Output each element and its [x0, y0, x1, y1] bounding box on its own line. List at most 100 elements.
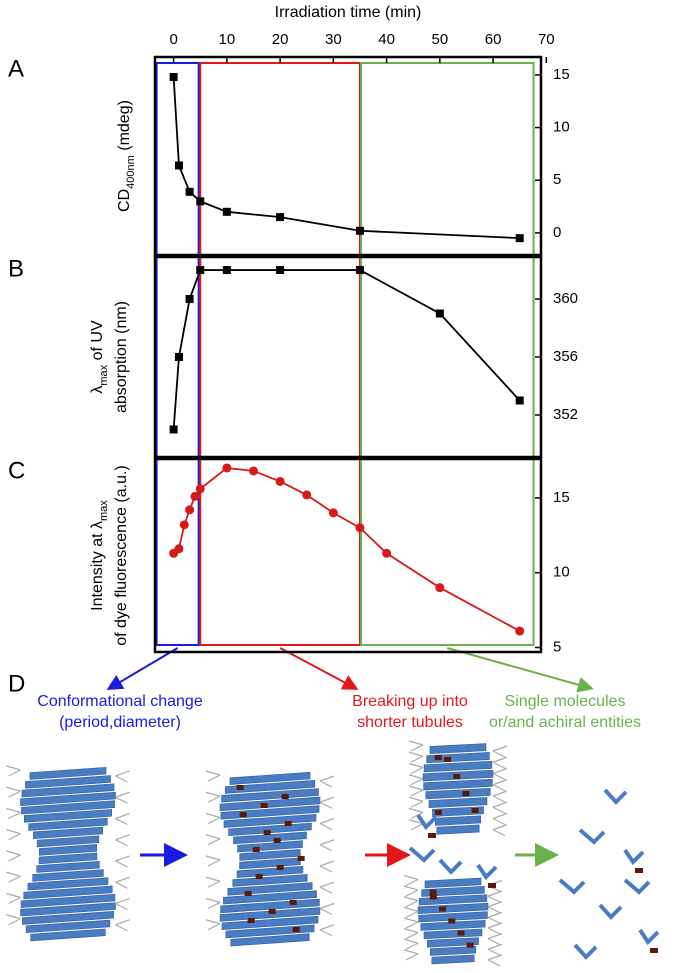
- dye: [429, 889, 437, 895]
- tubule-band: [30, 928, 106, 942]
- tubule-band: [36, 860, 100, 873]
- side-chain: [408, 796, 508, 814]
- monomer: [578, 828, 606, 845]
- tubule-band: [421, 886, 485, 897]
- dye: [263, 830, 271, 835]
- tubule-band: [432, 806, 484, 817]
- side-chain: [408, 751, 508, 769]
- side-chain: [205, 770, 335, 788]
- tubule-band: [25, 775, 111, 789]
- data-point: [435, 583, 445, 593]
- y-tick-label: 10: [553, 564, 570, 581]
- x-tick-label: 70: [538, 31, 555, 48]
- side-chain: [6, 914, 130, 932]
- region-label: Conformational change: [37, 693, 203, 710]
- dye: [260, 803, 268, 808]
- data-point: [355, 226, 364, 235]
- panel-frame: [153, 55, 543, 257]
- side-chain: [408, 819, 508, 837]
- y-tick-label: 360: [553, 290, 578, 307]
- data-point: [174, 544, 184, 554]
- data-point: [169, 73, 178, 82]
- dye: [466, 942, 474, 948]
- tubule-band: [425, 787, 491, 800]
- tubule-band: [32, 869, 104, 882]
- side-chain: [408, 740, 508, 758]
- tubule-band: [221, 915, 319, 930]
- y-axis-label: λmax of UV: [89, 320, 110, 394]
- dye: [297, 856, 305, 861]
- side-chain: [205, 919, 335, 937]
- region-label: Breaking up into: [352, 693, 468, 710]
- data-point: [222, 463, 232, 473]
- side-chain: [403, 874, 503, 893]
- y-axis-label-part: max: [98, 500, 110, 521]
- dye: [428, 833, 436, 838]
- tubule-band: [219, 796, 321, 812]
- side-chain: [408, 774, 508, 792]
- side-chain: [403, 906, 503, 924]
- tubule-band: [426, 752, 490, 764]
- data-point: [515, 234, 524, 243]
- x-tick-label: 50: [431, 31, 448, 48]
- dye: [236, 785, 244, 790]
- side-chain: [408, 807, 508, 826]
- data-point: [248, 466, 258, 476]
- side-chain: [6, 786, 130, 804]
- side-chain: [6, 829, 130, 847]
- dye: [434, 755, 442, 760]
- side-chain: [6, 871, 130, 889]
- tubule-band: [224, 780, 316, 794]
- side-chain: [6, 892, 130, 911]
- monomer: [603, 788, 628, 805]
- dye: [276, 865, 284, 870]
- tubule-band: [21, 800, 115, 815]
- y-axis-label: of dye fluorescence (a.u.): [113, 465, 130, 646]
- data-line: [172, 269, 521, 430]
- dye: [255, 874, 263, 879]
- tubule-band: [236, 865, 304, 878]
- tubule-band: [28, 817, 108, 831]
- tubule-cartoons: [6, 740, 660, 967]
- side-chain: [403, 885, 503, 903]
- data-point: [302, 490, 312, 500]
- data-point: [190, 491, 200, 501]
- data-point: [196, 266, 205, 275]
- tubule-band: [223, 813, 317, 828]
- dye: [439, 906, 447, 912]
- data-point: [185, 187, 194, 196]
- dye: [635, 868, 643, 873]
- side-chain: [408, 785, 508, 803]
- y-tick-label: 5: [553, 171, 561, 188]
- monomer: [416, 813, 438, 831]
- tubule-band: [20, 902, 116, 917]
- y-axis-label-part: absorption (nm): [113, 301, 130, 413]
- region-label: (period,diameter): [59, 714, 181, 731]
- y-axis-label-part: (mdeg): [116, 100, 133, 155]
- data-point: [195, 484, 205, 494]
- panel-frame: [153, 457, 543, 654]
- region-arrow: [106, 647, 179, 691]
- y-tick-label: 0: [553, 224, 561, 241]
- monomer: [558, 878, 586, 895]
- x-tick-label: 40: [378, 31, 395, 48]
- tubule-band: [429, 743, 487, 754]
- y-axis-label: CD400nm (mdeg): [116, 100, 137, 212]
- data-point: [355, 266, 364, 275]
- side-chain: [403, 928, 503, 946]
- tubule-band: [38, 844, 98, 856]
- tubule-band: [36, 835, 100, 848]
- tubule-band: [424, 877, 482, 889]
- dye: [650, 948, 658, 953]
- data-point: [276, 213, 285, 222]
- data-point: [222, 266, 231, 275]
- dye: [292, 927, 300, 932]
- tubule-band: [431, 954, 475, 965]
- monomer: [438, 858, 463, 875]
- y-tick-label: 15: [553, 66, 570, 83]
- tubule-band: [38, 852, 98, 865]
- tubule-band: [33, 826, 103, 840]
- x-tick-label: 20: [272, 31, 289, 48]
- tubule-band: [436, 824, 480, 835]
- x-tick-label: 60: [485, 31, 502, 48]
